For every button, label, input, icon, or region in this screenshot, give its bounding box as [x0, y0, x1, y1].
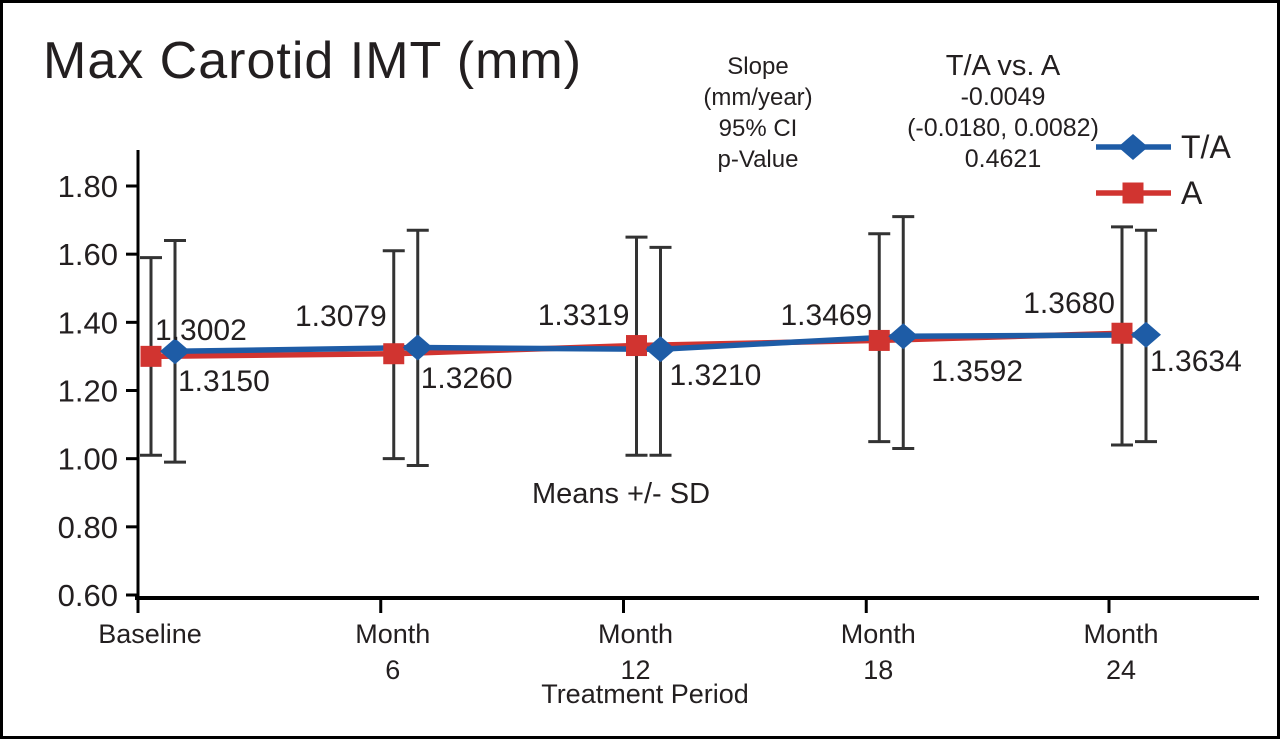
- marker-square-a: [1111, 322, 1133, 344]
- marker-diamond-ta: [1131, 321, 1161, 348]
- marker-square-a: [868, 329, 890, 351]
- x-axis-title: Treatment Period: [541, 679, 749, 709]
- marker-diamond-ta: [402, 334, 433, 361]
- y-tick-label: 0.60: [58, 578, 118, 613]
- means-sd-annotation: Means +/- SD: [532, 478, 710, 510]
- stats-comparison-header: T/A vs. A: [945, 50, 1061, 82]
- stats-label-pvalue: p-Value: [717, 146, 799, 173]
- data-label-ta: 1.3210: [670, 359, 762, 392]
- stats-label-slope: Slope: [727, 53, 789, 80]
- data-label-a: 1.3680: [1023, 287, 1115, 320]
- legend-marker-square: [1122, 182, 1144, 204]
- data-label-ta: 1.3150: [178, 365, 270, 398]
- marker-square-a: [140, 345, 162, 367]
- legend-label-a: A: [1181, 175, 1203, 211]
- stats-slope-value: -0.0049: [960, 83, 1046, 111]
- data-label-ta: 1.3634: [1150, 345, 1242, 378]
- imt-line-chart: 1.80 1.60 1.40 1.20 1.00 0.80 0.60 Baseline Mont…: [58, 129, 1259, 709]
- y-tick-label: 0.80: [58, 510, 118, 545]
- marker-diamond-ta: [888, 323, 919, 350]
- data-label-a: 1.3002: [155, 314, 247, 347]
- stats-row-labels: Slope (mm/year) 95% CI p-Value: [643, 51, 873, 175]
- x-category-label: 6: [385, 655, 400, 685]
- legend-marker-diamond: [1118, 134, 1148, 160]
- data-label-a: 1.3079: [295, 300, 387, 333]
- data-label-ta: 1.3592: [931, 355, 1023, 388]
- y-tick-label: 1.00: [58, 442, 118, 477]
- chart-title: Max Carotid IMT (mm): [43, 32, 583, 90]
- stats-p-value: 0.4621: [964, 145, 1042, 173]
- x-category-label: Month: [355, 619, 430, 649]
- data-label-a: 1.3319: [538, 299, 630, 332]
- y-tick-label: 1.60: [58, 237, 118, 272]
- x-category-label: 24: [1106, 655, 1136, 685]
- x-category-label: Baseline: [98, 619, 202, 649]
- x-category-label: 18: [863, 655, 893, 685]
- stats-label-ci: 95% CI: [718, 115, 798, 142]
- stats-label-units: (mm/year): [703, 84, 813, 111]
- marker-diamond-ta: [645, 336, 676, 363]
- y-tick-label: 1.40: [58, 305, 118, 340]
- marker-diamond-ta: [160, 338, 190, 365]
- marker-square-a: [626, 335, 647, 357]
- data-label-ta: 1.3260: [421, 362, 513, 395]
- data-label-a: 1.3469: [780, 299, 872, 332]
- x-category-label: Month: [598, 619, 673, 649]
- x-category-label: Month: [841, 619, 916, 649]
- stats-ci-value: (-0.0180, 0.0082): [907, 114, 1099, 142]
- y-tick-label: 1.80: [58, 169, 118, 204]
- stats-values: T/A vs. A -0.0049 (-0.0180, 0.0082) 0.46…: [873, 51, 1133, 175]
- x-category-label: Month: [1083, 619, 1158, 649]
- x-category-label: 12: [620, 655, 650, 685]
- y-tick-label: 1.20: [58, 374, 118, 409]
- stats-block: Slope (mm/year) 95% CI p-Value T/A vs. A…: [643, 51, 1133, 175]
- legend-label-ta: T/A: [1181, 129, 1231, 165]
- marker-square-a: [383, 343, 405, 365]
